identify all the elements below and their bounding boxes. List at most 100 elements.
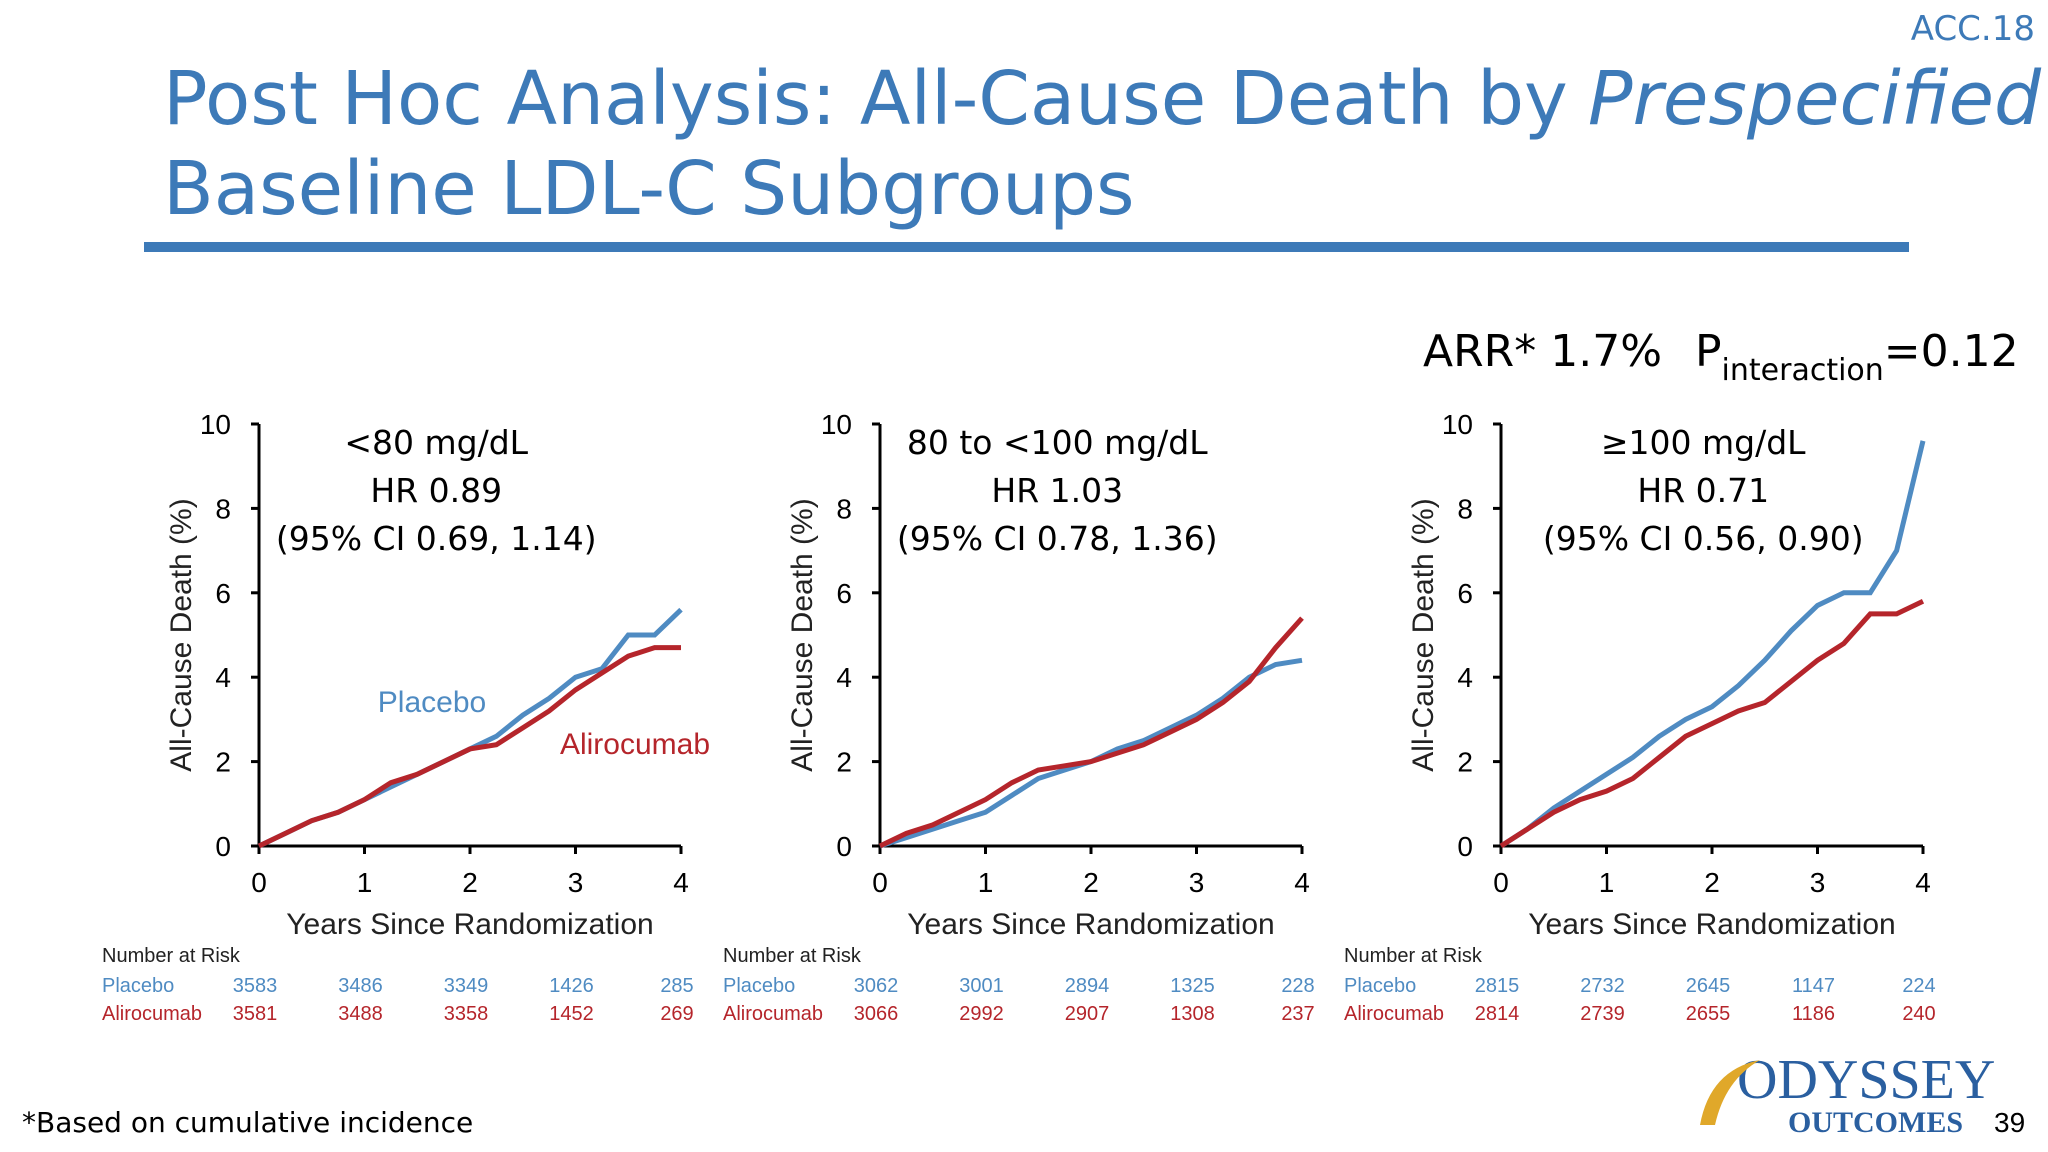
title-italic: Prespecified <box>1588 56 2042 142</box>
risk-title: Number at Risk <box>723 945 862 967</box>
x-tick-label: 3 <box>1189 867 1205 898</box>
risk-value: 240 <box>1902 1003 1935 1025</box>
y-axis-label: All-Cause Death (%) <box>1407 498 1440 771</box>
risk-value: 2894 <box>1065 975 1110 997</box>
risk-value: 3358 <box>444 1003 489 1025</box>
risk-value: 1426 <box>549 975 594 997</box>
logo-sub: OUTCOMES <box>1788 1106 1963 1139</box>
risk-value: 1186 <box>1792 1003 1835 1025</box>
risk-row-label: Placebo <box>102 975 174 997</box>
x-tick-label: 0 <box>251 867 267 898</box>
p-subscript: interaction <box>1722 353 1884 388</box>
title-line: Baseline LDL-C Subgroups <box>163 146 1135 232</box>
arr: ARR* 1.7% <box>1423 326 1662 377</box>
risk-title: Number at Risk <box>1344 945 1483 967</box>
footnote: *Based on cumulative incidence <box>22 1106 473 1139</box>
y-tick-label: 4 <box>1457 662 1473 693</box>
p-label: P <box>1695 326 1722 377</box>
y-tick-label: 8 <box>215 493 231 524</box>
risk-value: 2815 <box>1475 975 1520 997</box>
annotation: HR 0.71 <box>1637 471 1769 510</box>
risk-value: 2645 <box>1686 975 1731 997</box>
title-rule <box>144 242 1909 252</box>
x-tick-label: 4 <box>673 867 689 898</box>
risk-value: 3066 <box>854 1003 899 1025</box>
km-curve <box>257 645 681 849</box>
y-tick-label: 10 <box>200 409 231 440</box>
risk-row-label: Alirocumab <box>102 1003 202 1025</box>
x-tick-label: 2 <box>1704 867 1720 898</box>
x-tick-label: 3 <box>1810 867 1826 898</box>
y-tick-label: 6 <box>215 578 231 609</box>
y-tick-label: 8 <box>1457 493 1473 524</box>
risk-title: Number at Risk <box>102 945 241 967</box>
risk-value: 269 <box>660 1003 693 1025</box>
risk-row-label: Alirocumab <box>723 1003 823 1025</box>
risk-value: 3581 <box>233 1003 278 1025</box>
risk-value: 3488 <box>338 1003 383 1025</box>
risk-value: 2992 <box>959 1003 1004 1025</box>
conference-tag: ACC.18 <box>1911 9 2035 49</box>
risk-value: 2732 <box>1580 975 1625 997</box>
p-value: =0.12 <box>1884 326 2019 377</box>
y-tick-label: 0 <box>1457 831 1473 862</box>
title-text: Post Hoc Analysis: All-Cause Death by <box>163 56 1568 142</box>
title-line: Post Hoc Analysis: All-Cause Death by Pre… <box>163 56 2042 142</box>
annotation: HR 1.03 <box>991 471 1123 510</box>
x-tick-label: 1 <box>978 867 994 898</box>
y-tick-label: 2 <box>1457 747 1473 778</box>
risk-row-label: Placebo <box>1344 975 1416 997</box>
risk-value: 237 <box>1281 1003 1314 1025</box>
x-tick-label: 4 <box>1915 867 1931 898</box>
y-axis-label: All-Cause Death (%) <box>786 498 819 771</box>
series-label: Alirocumab <box>560 728 710 761</box>
annotation: (95% CI 0.78, 1.36) <box>897 519 1218 558</box>
y-tick-label: 10 <box>1442 409 1473 440</box>
x-tick-label: 0 <box>1493 867 1509 898</box>
y-tick-label: 4 <box>215 662 231 693</box>
x-tick-label: 4 <box>1294 867 1310 898</box>
x-axis-label: Years Since Randomization <box>907 908 1274 941</box>
y-tick-label: 2 <box>836 747 852 778</box>
annotation: ≥100 mg/dL <box>1601 423 1806 462</box>
annotation: (95% CI 0.56, 0.90) <box>1543 519 1864 558</box>
x-axis-label: Years Since Randomization <box>1528 908 1895 941</box>
risk-value: 1147 <box>1792 975 1835 997</box>
risk-value: 285 <box>660 975 693 997</box>
y-tick-label: 4 <box>836 662 852 693</box>
km-curve <box>1499 598 1925 849</box>
risk-row-label: Alirocumab <box>1344 1003 1444 1025</box>
x-tick-label: 0 <box>872 867 888 898</box>
risk-value: 2739 <box>1580 1003 1625 1025</box>
logo-main: ODYSSEY <box>1737 1049 1995 1111</box>
x-tick-label: 3 <box>568 867 584 898</box>
risk-value: 228 <box>1281 975 1314 997</box>
x-tick-label: 2 <box>462 867 478 898</box>
risk-value: 2655 <box>1686 1003 1731 1025</box>
km-curve <box>1499 440 1926 849</box>
page-number: 39 <box>1994 1107 2025 1138</box>
y-axis-label: All-Cause Death (%) <box>165 498 198 771</box>
x-tick-label: 2 <box>1083 867 1099 898</box>
risk-value: 3583 <box>233 975 278 997</box>
risk-row-label: Placebo <box>723 975 795 997</box>
x-tick-label: 1 <box>1599 867 1615 898</box>
risk-value: 3062 <box>854 975 899 997</box>
y-tick-label: 0 <box>836 831 852 862</box>
risk-value: 3486 <box>338 975 383 997</box>
logo-swoosh <box>1700 1060 1760 1125</box>
y-tick-label: 6 <box>1457 578 1473 609</box>
risk-value: 3001 <box>959 975 1004 997</box>
annotation: HR 0.89 <box>370 471 502 510</box>
y-tick-label: 0 <box>215 831 231 862</box>
x-axis-label: Years Since Randomization <box>286 908 653 941</box>
risk-value: 3349 <box>444 975 489 997</box>
p-interaction: Pinteraction=0.12 <box>1695 326 2019 388</box>
annotation: <80 mg/dL <box>344 423 528 462</box>
y-tick-label: 8 <box>836 493 852 524</box>
annotation: (95% CI 0.69, 1.14) <box>276 519 597 558</box>
series-label: Placebo <box>378 686 486 719</box>
